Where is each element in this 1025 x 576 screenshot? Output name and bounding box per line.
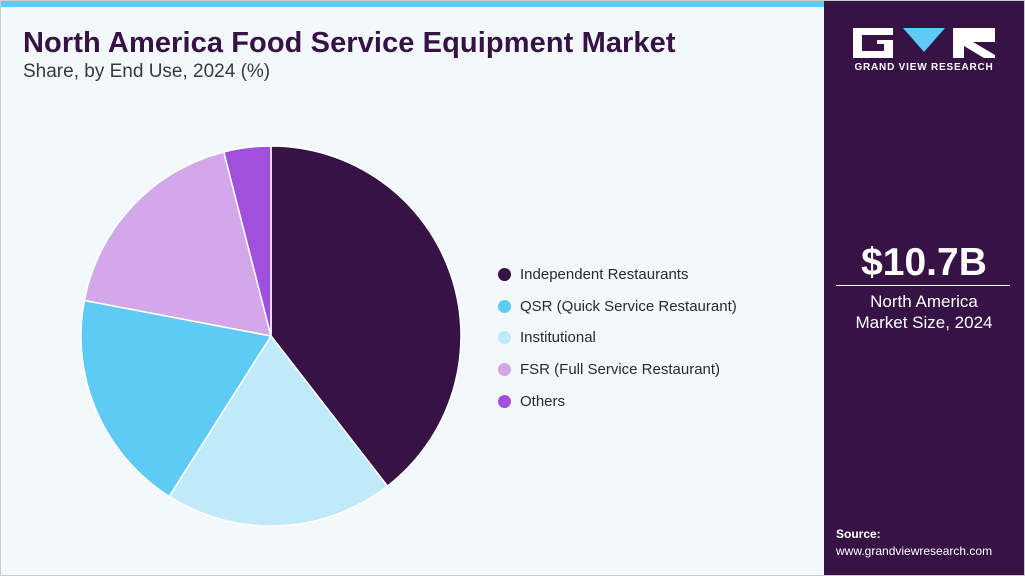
legend-swatch xyxy=(498,299,511,313)
legend-swatch xyxy=(498,363,511,377)
legend-label: Independent Restaurants xyxy=(520,266,689,284)
pie-chart xyxy=(80,145,462,527)
pie-slice-qsr-quick-service-restaurant xyxy=(80,299,272,498)
logo-text: GRAND VIEW RESEARCH xyxy=(854,62,994,73)
legend-label: QSR (Quick Service Restaurant) xyxy=(520,297,737,315)
market-size-value: $10.7B xyxy=(861,241,987,284)
legend-item-independent-restaurants: Independent Restaurants xyxy=(498,259,737,291)
legend-item-fsr-full-service-restaurant: FSR (Full Service Restaurant) xyxy=(498,354,737,386)
pie-slice-institutional xyxy=(168,335,389,527)
legend-swatch xyxy=(498,268,511,282)
sidebar: GRAND VIEW RESEARCH $10.7B North America… xyxy=(824,1,1024,575)
grand-view-research-logo xyxy=(853,28,995,58)
legend-item-qsr-quick-service-restaurant: QSR (Quick Service Restaurant) xyxy=(498,291,737,323)
chart-title: North America Food Service Equipment Mar… xyxy=(23,27,676,59)
chart-subtitle: Share, by End Use, 2024 (%) xyxy=(23,61,271,82)
legend-label: Others xyxy=(520,392,566,410)
legend-swatch xyxy=(498,394,511,408)
legend-label: FSR (Full Service Restaurant) xyxy=(520,361,721,379)
legend-item-others: Others xyxy=(498,385,737,417)
market-size-label: North America Market Size, 2024 xyxy=(855,292,993,332)
chart-legend: Independent Restaurants QSR (Quick Servic… xyxy=(498,259,737,417)
legend-item-institutional: Institutional xyxy=(498,322,737,354)
legend-swatch xyxy=(498,331,511,345)
pie-slice-independent-restaurants xyxy=(270,145,462,487)
legend-label: Institutional xyxy=(520,329,596,347)
divider xyxy=(836,285,1010,286)
top-accent-bar xyxy=(1,1,824,7)
chart-panel: North America Food Service Equipment Mar… xyxy=(1,7,824,575)
pie-slice-others xyxy=(223,145,272,337)
pie-slice-fsr-full-service-restaurant xyxy=(83,151,272,337)
source-label: Source: xyxy=(836,527,881,541)
source-link[interactable]: www.grandviewresearch.com xyxy=(836,544,993,558)
